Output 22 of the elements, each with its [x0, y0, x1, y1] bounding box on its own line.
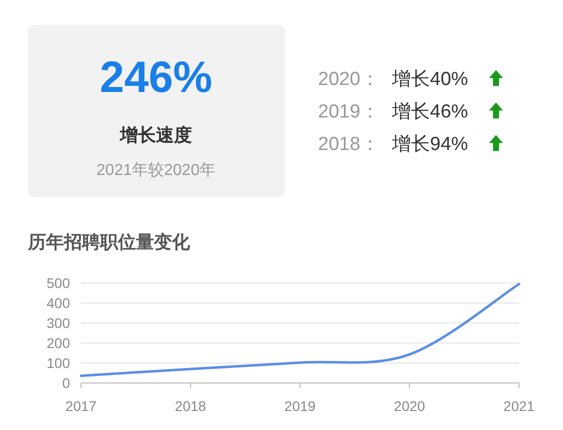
text: 增长速度 [119, 125, 192, 145]
y-tick-label: 200 [46, 335, 70, 351]
y-tick-label: 500 [46, 275, 70, 291]
line-series [80, 282, 520, 378]
text: 246% [100, 53, 212, 102]
x-tick-label: 2018 [174, 398, 206, 414]
x-tick-label: 2017 [65, 398, 97, 414]
text: 增长46% [391, 102, 468, 122]
text: 增长40% [391, 69, 468, 90]
x-tick-label: 2021 [503, 398, 535, 414]
y-tick-label: 0 [62, 375, 70, 391]
y-tick-label: 400 [46, 295, 70, 311]
text: 增长94% [391, 134, 468, 155]
chart-title: 历年招聘职位量变化 [27, 232, 191, 252]
y-tick-label: 300 [46, 315, 70, 331]
text: 2018： [318, 134, 380, 155]
x-tick-label: 2019 [284, 398, 316, 414]
text: 2021年较2020年 [96, 161, 216, 179]
text: 2019： [318, 102, 380, 122]
y-tick-label: 100 [46, 355, 70, 371]
text: 2020： [318, 69, 380, 90]
x-tick-label: 2020 [394, 398, 426, 414]
